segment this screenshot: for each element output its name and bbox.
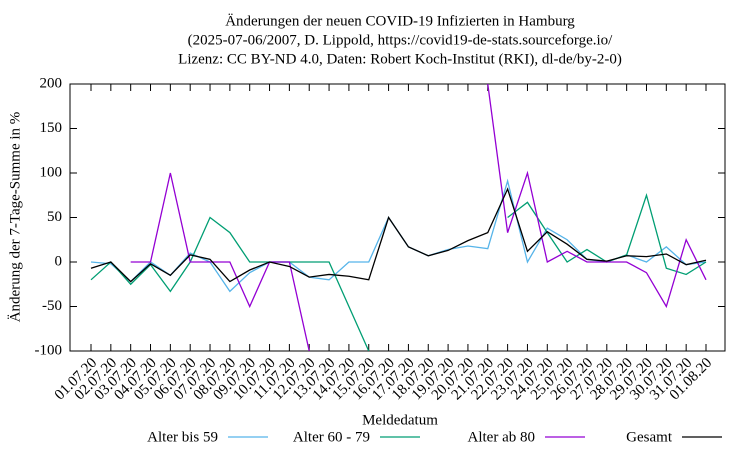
y-tick-label: -100 [35, 342, 63, 358]
x-axis-label: Meldedatum [362, 412, 438, 428]
y-tick-label: 200 [40, 75, 63, 91]
series-line [90, 193, 707, 351]
legend-label: Alter 60 - 79 [293, 429, 370, 445]
y-axis-label: Änderung der 7-Tage-Summe in % [6, 112, 23, 323]
y-tick-label: 100 [40, 164, 63, 180]
chart-subtitle: Lizenz: CC BY-ND 4.0, Daten: Robert Koch… [178, 51, 622, 67]
plot-frame [69, 83, 726, 352]
y-tick-label: 150 [40, 120, 63, 136]
y-tick-label: 50 [47, 209, 62, 225]
y-tick-label: -50 [42, 298, 62, 314]
series-line [90, 187, 707, 283]
series-line [130, 84, 707, 351]
legend-label: Gesamt [626, 429, 673, 445]
chart-subtitle: (2025-07-06/2007, D. Lippold, https://co… [188, 32, 613, 48]
series-line [90, 178, 707, 293]
legend-label: Alter bis 59 [147, 429, 218, 445]
legend-label: Alter ab 80 [468, 429, 535, 445]
y-tick-label: 0 [55, 253, 63, 269]
chart-title: Änderungen der neuen COVID-19 Infizierte… [225, 12, 575, 29]
